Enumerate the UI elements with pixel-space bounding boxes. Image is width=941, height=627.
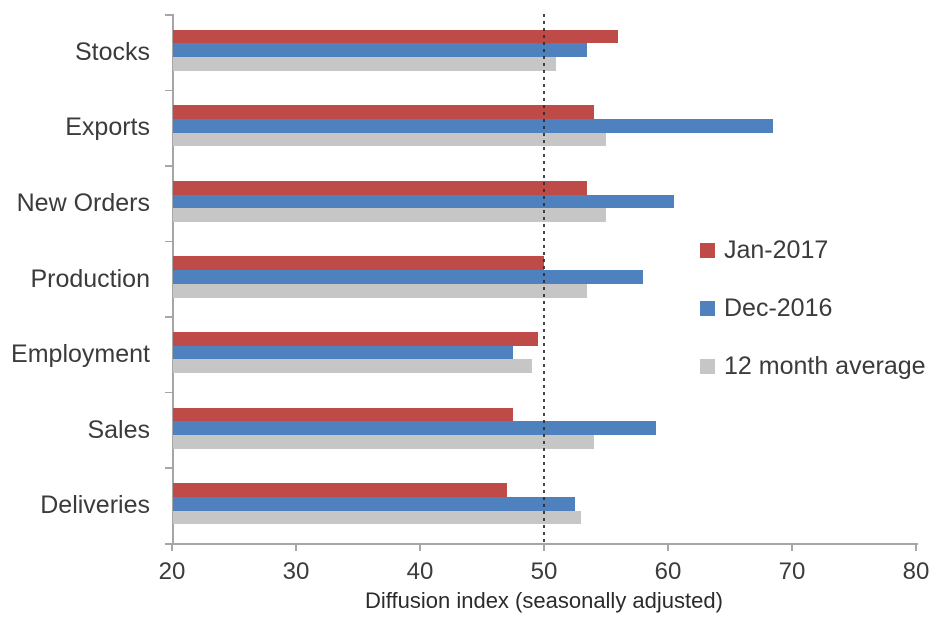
- y-axis-tick: [165, 543, 172, 545]
- legend-label-dec-2016: Dec-2016: [724, 294, 833, 322]
- legend-label-jan-2017: Jan-2017: [724, 236, 829, 264]
- x-tick-label: 40: [406, 558, 434, 585]
- bar-12-month-average-production: [173, 283, 588, 298]
- bar-12-month-average-deliveries: [173, 510, 582, 525]
- bar-dec-2016-exports: [173, 119, 774, 133]
- bar-12-month-average-new-orders: [173, 208, 606, 222]
- x-axis-tick: [419, 543, 421, 551]
- bar-jan-2017-employment: [173, 332, 538, 346]
- y-axis-tick: [165, 316, 172, 318]
- bar-12-month-average-sales: [173, 434, 594, 449]
- category-label-sales: Sales: [87, 415, 150, 444]
- bar-jan-2017-sales: [173, 407, 513, 422]
- category-label-employment: Employment: [11, 340, 150, 369]
- bar-12-month-average-stocks: [173, 57, 557, 71]
- bar-12-month-average-employment: [173, 359, 532, 374]
- x-tick-label: 70: [778, 558, 806, 585]
- x-axis-tick: [543, 543, 545, 551]
- x-tick-label: 30: [282, 558, 310, 585]
- legend-label-12-month-average: 12 month average: [724, 352, 926, 380]
- bar-dec-2016-stocks: [173, 43, 588, 58]
- y-axis-tick: [165, 240, 172, 243]
- legend-swatch-12-month-average: [700, 359, 715, 374]
- x-axis-tick: [667, 543, 669, 551]
- x-tick-label: 50: [530, 558, 558, 585]
- bar-dec-2016-deliveries: [173, 496, 575, 511]
- x-axis-line: [172, 543, 918, 545]
- legend-item-12-month-average: 12 month average: [700, 352, 926, 381]
- reference-line-50: [543, 14, 545, 543]
- x-tick-label: 80: [902, 558, 930, 585]
- y-axis-tick: [165, 89, 172, 92]
- bar-dec-2016-employment: [173, 345, 513, 360]
- y-axis-tick: [165, 14, 172, 16]
- bar-jan-2017-stocks: [173, 29, 619, 44]
- legend-swatch-dec-2016: [700, 301, 715, 316]
- category-label-exports: Exports: [65, 113, 150, 142]
- bar-dec-2016-sales: [173, 421, 656, 435]
- x-axis-tick: [791, 543, 793, 551]
- y-axis-tick: [165, 391, 172, 394]
- x-axis-tick: [915, 543, 917, 551]
- category-label-stocks: Stocks: [74, 37, 150, 66]
- category-label-new-orders: New Orders: [16, 188, 150, 217]
- x-axis-tick: [171, 543, 173, 551]
- legend-item-jan-2017: Jan-2017: [700, 236, 828, 265]
- x-tick-label: 20: [158, 558, 186, 585]
- bar-jan-2017-new-orders: [173, 180, 588, 195]
- category-label-deliveries: Deliveries: [40, 491, 150, 520]
- bar-dec-2016-new-orders: [173, 194, 675, 209]
- bar-jan-2017-exports: [173, 105, 594, 119]
- bar-dec-2016-production: [173, 270, 644, 284]
- bar-12-month-average-exports: [173, 132, 606, 147]
- y-axis-tick: [165, 467, 172, 469]
- category-label-production: Production: [30, 264, 150, 293]
- bar-jan-2017-deliveries: [173, 483, 507, 497]
- legend-item-dec-2016: Dec-2016: [700, 294, 832, 323]
- x-tick-label: 60: [654, 558, 682, 585]
- legend-swatch-jan-2017: [700, 243, 715, 258]
- y-axis-line: [172, 14, 174, 543]
- y-axis-tick: [165, 165, 172, 167]
- x-axis-tick: [295, 543, 297, 551]
- bar-jan-2017-production: [173, 256, 544, 271]
- x-axis-title: Diffusion index (seasonally adjusted): [365, 588, 723, 613]
